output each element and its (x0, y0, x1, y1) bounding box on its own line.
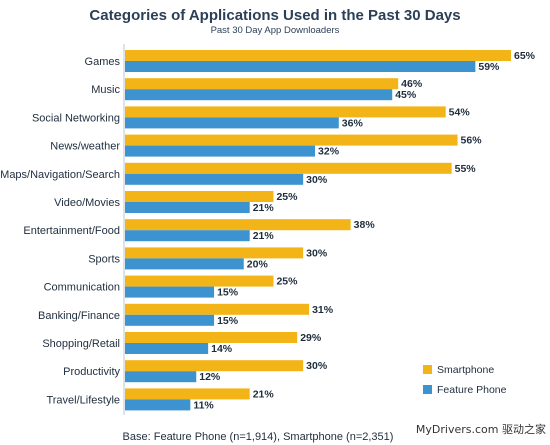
category-label: Music (91, 84, 120, 96)
data-label: 55% (455, 163, 477, 175)
bar-smartphone (125, 162, 452, 174)
bar-feature-phone (125, 230, 250, 242)
legend: Smartphone Feature Phone (423, 364, 507, 396)
bar-feature-phone (125, 399, 191, 411)
category-label: Banking/Finance (38, 310, 120, 322)
bar-smartphone (125, 50, 511, 61)
bar-feature-phone (125, 371, 197, 383)
footnote: Base: Feature Phone (n=1,914), Smartphon… (123, 431, 394, 443)
category-label: Communication (44, 282, 120, 294)
legend-swatch (423, 385, 432, 394)
category-label: Maps/Navigation/Search (0, 169, 120, 181)
bars-group: Games 65% 59% Music 46%45% Social Networking 5… (0, 50, 536, 411)
category-label: Entertainment/Food (23, 225, 120, 237)
category-label: Video/Movies (54, 197, 120, 209)
chart-title: Categories of Applications Used in the P… (89, 7, 460, 24)
data-label: 20% (247, 258, 269, 270)
data-label: 32% (318, 146, 340, 158)
data-label: 59% (478, 61, 500, 73)
data-label: 11% (193, 399, 214, 411)
bar-feature-phone (125, 89, 393, 101)
chart-subtitle: Past 30 Day App Downloaders (211, 25, 340, 36)
legend-swatch (423, 365, 432, 374)
category-label: Sports (88, 253, 120, 265)
bar-smartphone (125, 360, 304, 372)
data-label: 38% (354, 219, 376, 231)
data-label: 12% (199, 371, 221, 383)
bar-feature-phone (125, 61, 476, 72)
legend-label: Smartphone (437, 364, 494, 376)
data-label: 21% (253, 230, 275, 242)
data-label: 30% (306, 174, 328, 186)
bar-smartphone (125, 275, 274, 287)
data-label: 15% (217, 287, 239, 299)
bar-feature-phone (125, 258, 244, 270)
data-label: 30% (306, 360, 328, 372)
data-label: 54% (449, 106, 471, 118)
bar-smartphone (125, 247, 304, 259)
bar-feature-phone (125, 343, 209, 354)
legend-label: Feature Phone (437, 384, 507, 396)
data-label: 36% (342, 117, 364, 129)
category-label: Shopping/Retail (42, 338, 120, 350)
bar-smartphone (125, 78, 399, 90)
data-label: 65% (514, 50, 536, 62)
watermark: MyDrivers.com 驱动之家 (416, 422, 546, 436)
category-label: Productivity (63, 366, 120, 378)
bar-smartphone (125, 388, 250, 400)
bar-feature-phone (125, 202, 250, 213)
data-label: 46% (401, 78, 423, 90)
data-label: 29% (300, 332, 322, 344)
data-label: 25% (276, 191, 298, 203)
bar-smartphone (125, 219, 351, 231)
bar-feature-phone (125, 145, 316, 157)
bar-feature-phone (125, 314, 215, 326)
bar-smartphone (125, 191, 274, 202)
category-label: Games (85, 56, 121, 68)
bar-feature-phone (125, 286, 215, 298)
bar-smartphone (125, 303, 310, 315)
data-label: 14% (211, 343, 233, 355)
data-label: 45% (395, 89, 417, 101)
category-label: Travel/Lifestyle (46, 394, 120, 406)
bar-feature-phone (125, 117, 339, 129)
data-label: 56% (461, 135, 483, 147)
data-label: 15% (217, 315, 239, 327)
data-label: 30% (306, 247, 328, 259)
bar-smartphone (125, 134, 458, 146)
bar-smartphone (125, 106, 446, 118)
data-label: 31% (312, 304, 334, 316)
bar-feature-phone (125, 173, 304, 185)
data-label: 25% (276, 276, 298, 288)
bar-smartphone (125, 332, 298, 343)
data-label: 21% (253, 202, 275, 214)
data-label: 21% (253, 388, 275, 400)
category-label: Social Networking (32, 112, 120, 124)
category-label: News/weather (50, 141, 120, 153)
